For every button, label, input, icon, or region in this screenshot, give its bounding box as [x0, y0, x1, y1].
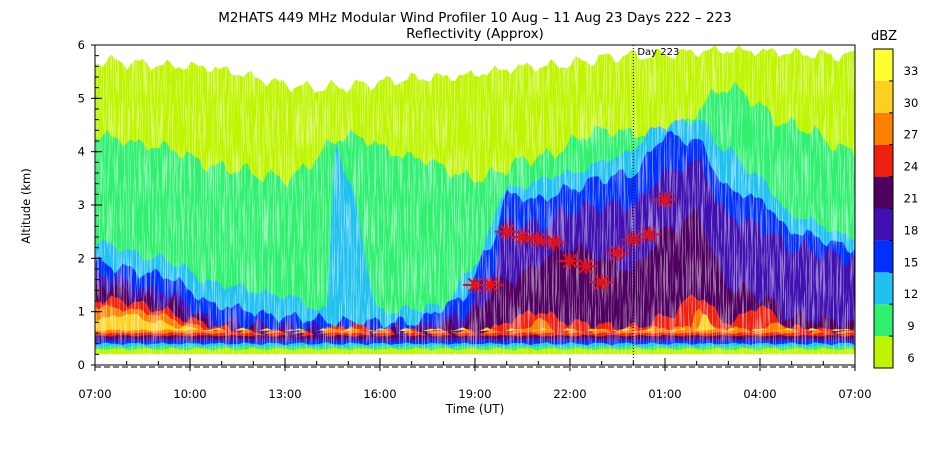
marked-point — [652, 191, 678, 208]
colorbar-segment — [874, 336, 893, 368]
marked-point — [605, 244, 630, 262]
colorbar-segment — [874, 80, 893, 113]
x-axis: 07:00 10:00 13:00 16:00 19:00 22:00 01:00 04:00… — [78, 358, 872, 401]
y-tick-label: 6 — [78, 38, 85, 52]
y-tick-label: 2 — [78, 251, 85, 265]
x-tick-label: 13:00 — [268, 387, 301, 401]
colorbar-segment — [874, 208, 893, 241]
marked-point — [637, 226, 662, 243]
colorbar-tick-label: 9 — [907, 319, 914, 333]
day-marker-label: Day 223 — [637, 47, 679, 58]
y-tick-label: 5 — [78, 91, 85, 105]
chart-title: M2HATS 449 MHz Modular Wind Profiler 10 … — [218, 10, 731, 26]
colorbar-segment — [874, 144, 893, 177]
colorbar-tick-label: 15 — [904, 255, 919, 269]
marked-points — [462, 191, 678, 294]
colorbar-tick-label: 30 — [904, 96, 919, 110]
marked-point — [526, 231, 551, 248]
colorbar-tick-label: 18 — [904, 223, 919, 237]
x-tick-label: 19:00 — [458, 387, 491, 401]
chart-subtitle: Reflectivity (Approx) — [406, 26, 544, 42]
colorbar-segment — [874, 176, 893, 209]
streak-texture — [95, 45, 855, 365]
colorbar-tick-label: 21 — [904, 192, 919, 206]
y-tick-label: 1 — [78, 305, 85, 319]
reflectivity-field — [95, 45, 855, 365]
y-tick-label: 3 — [78, 198, 85, 212]
colorbar: 6 9 12 15 18 21 24 27 30 33 — [873, 48, 919, 369]
marked-point — [542, 234, 567, 251]
y-axis: 0 1 2 3 4 5 6 — [78, 38, 102, 372]
marked-point — [494, 223, 519, 240]
marked-point — [589, 274, 614, 291]
x-tick-label: 07:00 — [838, 387, 871, 401]
colorbar-label: dBZ — [871, 29, 897, 44]
marked-point — [573, 258, 598, 275]
x-tick-label: 04:00 — [743, 387, 776, 401]
marked-point — [557, 252, 583, 270]
x-tick-label: 16:00 — [363, 387, 396, 401]
y-tick-label: 4 — [78, 145, 85, 159]
x-tick-label: 01:00 — [648, 387, 681, 401]
colorbar-tick-label: 27 — [904, 128, 919, 142]
x-tick-label: 07:00 — [78, 387, 111, 401]
marked-point — [510, 228, 535, 246]
colorbar-segment — [874, 112, 893, 145]
colorbar-segment — [874, 240, 893, 273]
colorbar-tick-label: 6 — [907, 351, 914, 365]
colorbar-segment — [874, 304, 893, 337]
colorbar-segment — [874, 272, 893, 305]
x-axis-label: Time (UT) — [445, 402, 505, 416]
x-tick-label: 10:00 — [173, 387, 206, 401]
colorbar-tick-label: 33 — [904, 64, 919, 78]
colorbar-tick-label: 24 — [904, 160, 919, 174]
y-axis-label: Altitude (km) — [19, 168, 33, 243]
marked-point — [478, 276, 503, 294]
colorbar-tick-label: 12 — [904, 287, 919, 301]
y-tick-label: 0 — [78, 358, 85, 372]
x-tick-label: 22:00 — [553, 387, 586, 401]
colorbar-segment — [874, 49, 893, 81]
